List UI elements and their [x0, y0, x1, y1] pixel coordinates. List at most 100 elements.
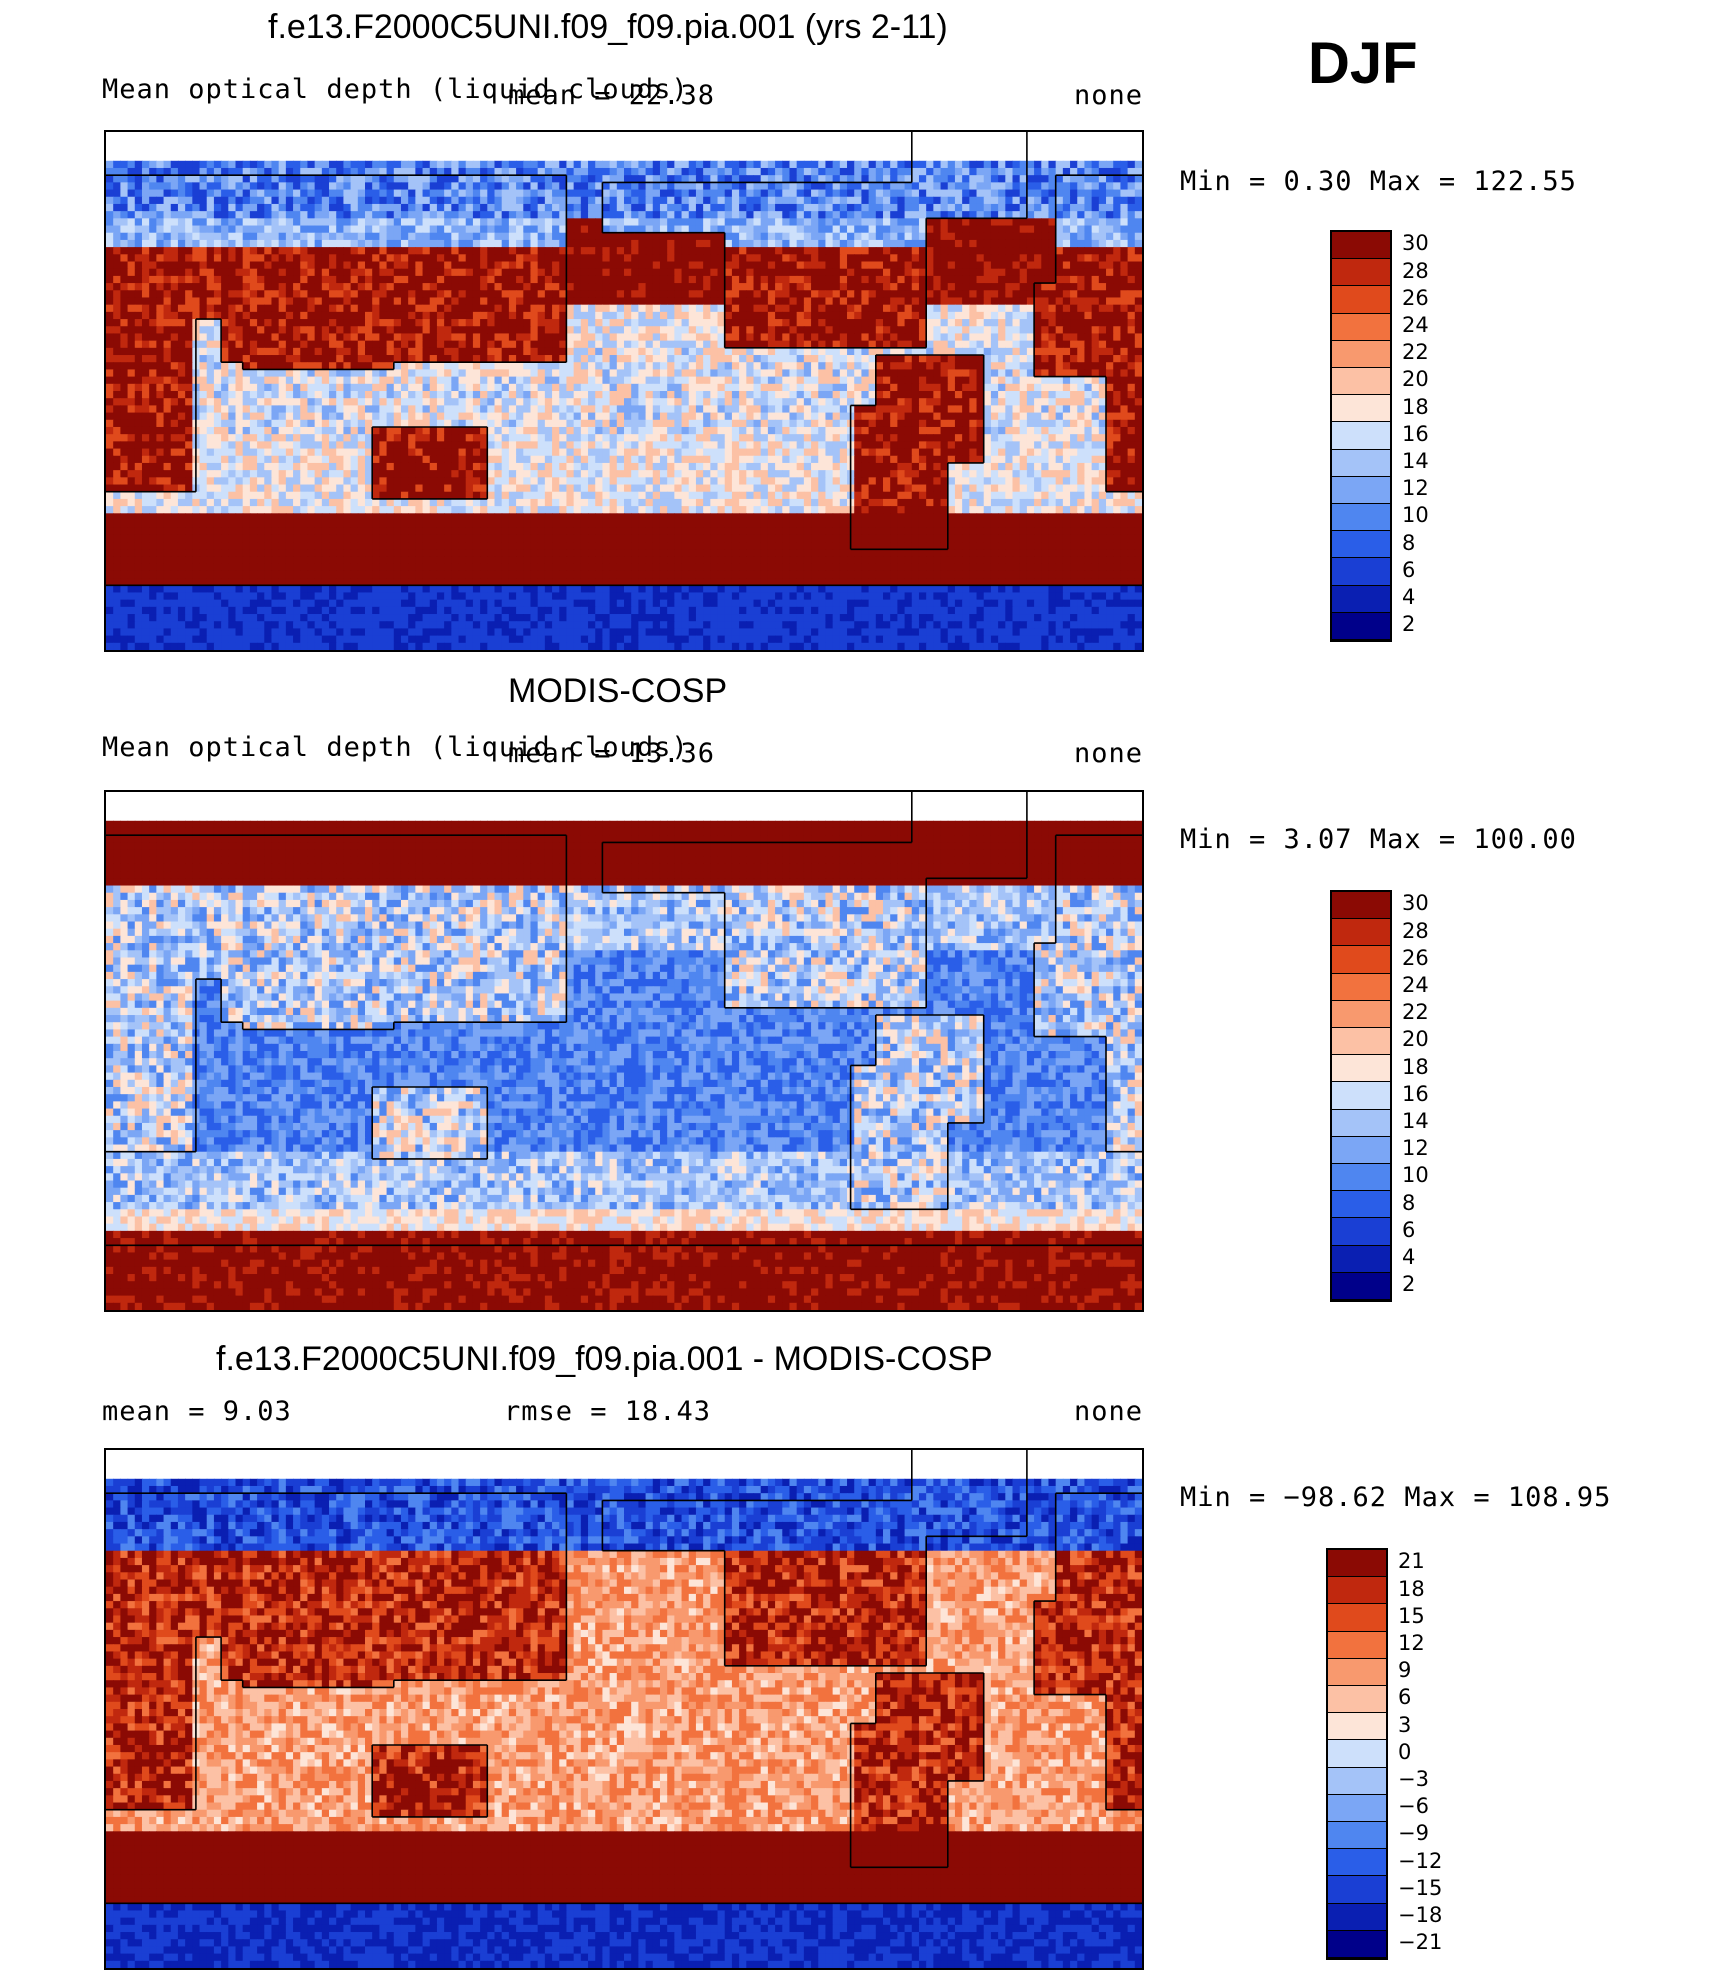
map-cell: [753, 297, 762, 306]
map-cell: [228, 203, 237, 212]
map-cell: [149, 182, 157, 191]
map-cell: [897, 182, 906, 191]
map-cell: [1084, 232, 1093, 241]
map-cell: [199, 297, 208, 306]
map-cell: [969, 225, 978, 234]
map-cell: [242, 268, 251, 277]
map-cell: [1026, 362, 1035, 371]
map-cell: [163, 225, 172, 234]
map-cell: [329, 290, 337, 299]
map-cell: [365, 146, 373, 155]
map-cell: [1019, 196, 1028, 205]
map-cell: [113, 247, 121, 255]
map-cell: [307, 304, 316, 313]
map-cell: [199, 196, 208, 205]
map-cell: [890, 254, 898, 263]
map-cell: [451, 261, 460, 270]
map-cell: [1062, 355, 1071, 363]
map-cell: [508, 175, 517, 183]
map-cell: [336, 362, 345, 371]
map-cell: [753, 283, 762, 291]
map-cell: [796, 268, 805, 277]
map-cell: [688, 333, 697, 342]
map-cell: [480, 290, 488, 299]
map-cell: [559, 146, 568, 155]
map-cell: [120, 333, 129, 342]
map-cell: [854, 333, 863, 342]
map-cell: [818, 283, 827, 291]
map-cell: [106, 153, 114, 162]
map-cell: [544, 196, 553, 205]
map-cell: [1041, 132, 1050, 140]
map-cell: [897, 175, 906, 183]
map-cell: [257, 139, 265, 147]
map-cell: [379, 254, 388, 263]
map-cell: [1005, 167, 1014, 176]
map-cell: [710, 254, 719, 263]
map-cell: [703, 369, 711, 378]
map-cell: [206, 211, 215, 219]
map-cell: [1062, 160, 1071, 169]
map-cell: [523, 362, 532, 371]
map-cell: [695, 211, 704, 219]
map-cell: [854, 189, 863, 198]
map-cell: [947, 362, 956, 371]
map-cell: [213, 304, 222, 313]
map-cell: [746, 232, 755, 241]
map-cell: [134, 369, 143, 378]
map-cell: [638, 232, 647, 241]
map-cell: [890, 247, 898, 255]
map-cell: [918, 167, 927, 176]
map-cell: [552, 189, 560, 198]
map-cell: [350, 319, 359, 327]
map-cell: [537, 189, 546, 198]
map-cell: [760, 175, 769, 183]
map-cell: [285, 146, 294, 155]
map-cell: [1134, 261, 1142, 270]
map-cell: [472, 132, 481, 140]
map-cell: [897, 347, 906, 356]
map-cell: [767, 247, 776, 255]
map-cell: [451, 146, 460, 155]
map-cell: [624, 268, 632, 277]
map-cell: [350, 189, 359, 198]
map-cell: [954, 167, 963, 176]
map-cell: [1077, 225, 1086, 234]
map-cell: [832, 139, 841, 147]
map-cell: [580, 355, 589, 363]
map-cell: [1048, 283, 1057, 291]
map-cell: [365, 333, 373, 342]
map-cell: [221, 268, 229, 277]
map-cell: [976, 218, 985, 227]
map-cell: [444, 311, 452, 320]
map-cell: [710, 225, 719, 234]
map-cell: [688, 297, 697, 306]
map-cell: [703, 225, 711, 234]
map-cell: [141, 369, 150, 378]
map-cell: [731, 225, 740, 234]
map-cell: [501, 290, 510, 299]
map-cell: [559, 283, 568, 291]
map-cell: [552, 225, 560, 234]
map-cell: [566, 132, 575, 140]
map-cell: [962, 254, 970, 263]
map-cell: [789, 132, 798, 140]
map-cell: [1041, 247, 1050, 255]
map-cell: [257, 304, 265, 313]
map-cell: [544, 297, 553, 306]
map-cell: [1106, 175, 1114, 183]
map-cell: [487, 167, 496, 176]
map-cell: [357, 268, 366, 277]
map-cell: [1041, 275, 1050, 284]
map-cell: [645, 340, 654, 349]
map-cell: [1005, 340, 1014, 349]
map-cell: [746, 211, 755, 219]
map-cell: [652, 153, 661, 162]
map-cell: [170, 196, 179, 205]
map-cell: [854, 175, 863, 183]
map-cell: [458, 189, 467, 198]
map-cell: [199, 355, 208, 363]
map-cell: [458, 167, 467, 176]
map-cell: [652, 326, 661, 335]
map-cell: [501, 311, 510, 320]
